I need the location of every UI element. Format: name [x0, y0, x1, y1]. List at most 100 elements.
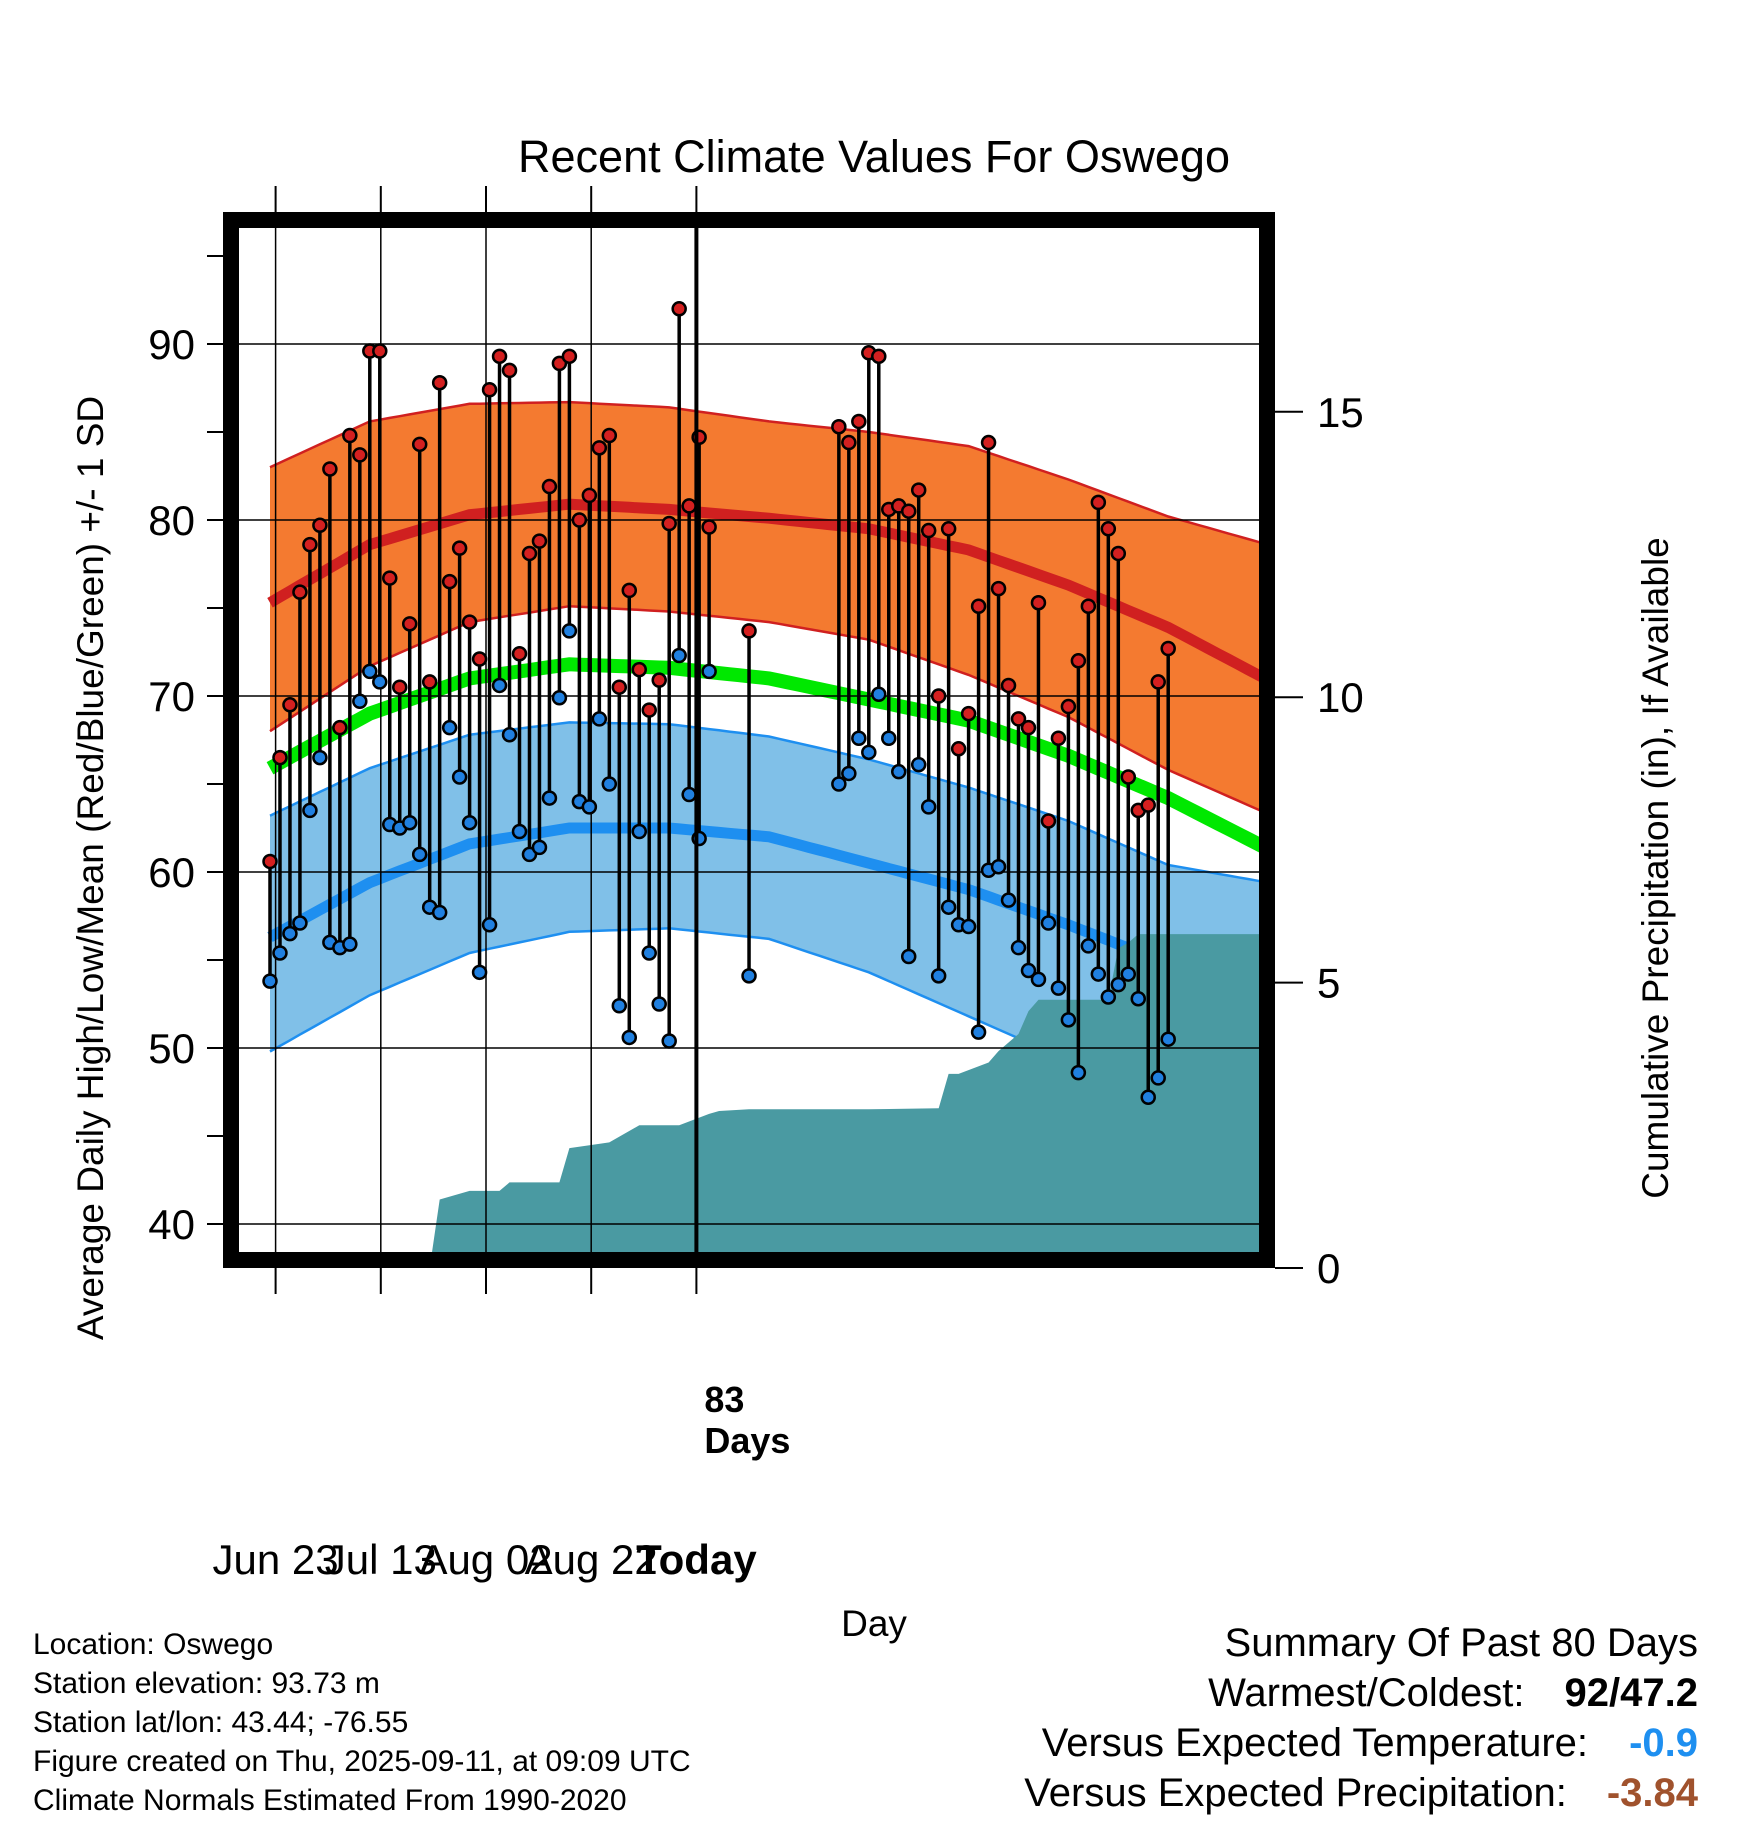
daily-high-point	[1150, 674, 1166, 690]
daily-high-point	[871, 348, 887, 365]
daily-high-point	[1160, 640, 1176, 657]
warmest-coldest-row: Warmest/Coldest: 92/47.2	[1024, 1668, 1698, 1718]
y-tick-label: 70	[148, 673, 195, 720]
daily-low-point	[1100, 989, 1117, 1005]
daily-high-point	[372, 343, 388, 359]
daily-high-point	[671, 301, 687, 317]
daily-low-point	[501, 726, 518, 743]
daily-high-point	[641, 702, 657, 718]
precip-departure-row: Versus Expected Precipitation: -3.84	[1024, 1768, 1698, 1818]
daily-high-point	[391, 679, 408, 695]
daily-high-point	[621, 582, 638, 599]
daily-high-point	[841, 434, 857, 451]
daily-high-point	[531, 533, 548, 549]
daily-high-point	[960, 705, 977, 722]
daily-high-point	[302, 536, 318, 553]
daily-low-point	[621, 1029, 638, 1046]
y-tick-label: 60	[148, 849, 195, 896]
daily-high-point	[1020, 719, 1037, 736]
daily-high-point	[491, 348, 508, 365]
daily-low-point	[900, 948, 917, 965]
daily-low-point	[431, 904, 448, 921]
daily-low-point	[831, 776, 847, 792]
daily-low-point	[1070, 1064, 1087, 1081]
y2-axis-title: Cumulative Precipitation (in), If Availa…	[1635, 537, 1676, 1199]
x-tick-label: Jun 23	[213, 1536, 339, 1583]
daily-high-point	[282, 697, 298, 713]
warmest-coldest-value: 92/47.2	[1564, 1670, 1698, 1715]
daily-high-point	[910, 482, 927, 498]
x-axis-title: Day	[841, 1603, 907, 1644]
daily-low-point	[1050, 980, 1067, 996]
daily-low-point	[841, 765, 857, 782]
daily-low-point	[651, 996, 667, 1012]
daily-high-point	[940, 521, 957, 537]
daily-high-point	[1080, 598, 1097, 614]
daily-high-point	[1050, 730, 1067, 746]
daily-low-point	[282, 925, 298, 942]
daily-low-point	[681, 786, 697, 803]
daily-high-point	[980, 434, 997, 451]
daily-low-point	[401, 814, 418, 831]
daily-high-point	[661, 515, 677, 532]
daily-high-point	[471, 651, 488, 667]
daily-high-point	[701, 519, 717, 535]
daily-low-point	[411, 846, 428, 863]
station-info: Location: Oswego Station elevation: 93.7…	[33, 1625, 691, 1820]
daily-high-point	[611, 679, 628, 695]
y-tick-label: 40	[148, 1201, 195, 1248]
daily-high-point	[990, 580, 1007, 597]
daily-high-point	[950, 741, 967, 757]
daily-low-point	[481, 917, 498, 933]
daily-high-point	[541, 478, 558, 495]
daily-low-point	[960, 918, 977, 935]
daily-low-point	[262, 973, 278, 989]
daily-low-point	[362, 663, 378, 680]
daily-high-point	[511, 646, 528, 662]
daily-high-point	[262, 853, 278, 870]
daily-low-point	[1060, 1012, 1077, 1028]
daily-low-point	[1040, 915, 1057, 931]
daily-high-point	[1110, 545, 1127, 562]
high-lower-edge	[269, 604, 1269, 816]
daily-high-point	[1010, 711, 1027, 727]
daily-low-point	[871, 686, 887, 702]
daily-high-point	[1040, 813, 1057, 829]
x-tick-label: Today	[636, 1536, 757, 1583]
daily-low-point	[372, 674, 388, 690]
daily-low-point	[591, 711, 608, 727]
daily-high-point	[631, 661, 648, 678]
daily-high-point	[312, 517, 328, 534]
daily-low-point	[910, 756, 927, 773]
daily-high-point	[1030, 594, 1047, 611]
daily-high-point	[501, 362, 518, 379]
daily-low-point	[930, 968, 947, 984]
daily-high-point	[401, 616, 418, 632]
daily-low-point	[881, 730, 897, 746]
daily-low-point	[551, 690, 568, 706]
daily-low-point	[641, 945, 657, 961]
daily-high-point	[651, 672, 667, 688]
daily-low-point	[701, 663, 717, 680]
temp-departure-label: Versus Expected Temperature:	[1041, 1720, 1588, 1765]
daily-high-point	[1060, 698, 1077, 715]
precip-departure-label: Versus Expected Precipitation:	[1024, 1770, 1567, 1815]
x-tick-label: Aug 22	[525, 1536, 658, 1583]
daily-low-point	[1130, 990, 1147, 1007]
daily-high-point	[1120, 769, 1137, 785]
warmest-coldest-label: Warmest/Coldest:	[1208, 1670, 1525, 1715]
daily-low-point	[631, 823, 648, 840]
y-tick-label: 50	[148, 1025, 195, 1072]
low-upper-edge	[269, 721, 1269, 884]
daily-low-point	[1080, 938, 1097, 954]
today-days-label: Days	[704, 1420, 790, 1461]
daily-low-point	[1090, 966, 1107, 982]
daily-low-point	[272, 945, 288, 961]
x-tick-label: Jul 13	[325, 1536, 437, 1583]
daily-low-point	[661, 1033, 677, 1049]
daily-high-point	[421, 674, 438, 690]
daily-low-point	[890, 763, 907, 780]
daily-low-point	[1030, 971, 1047, 988]
